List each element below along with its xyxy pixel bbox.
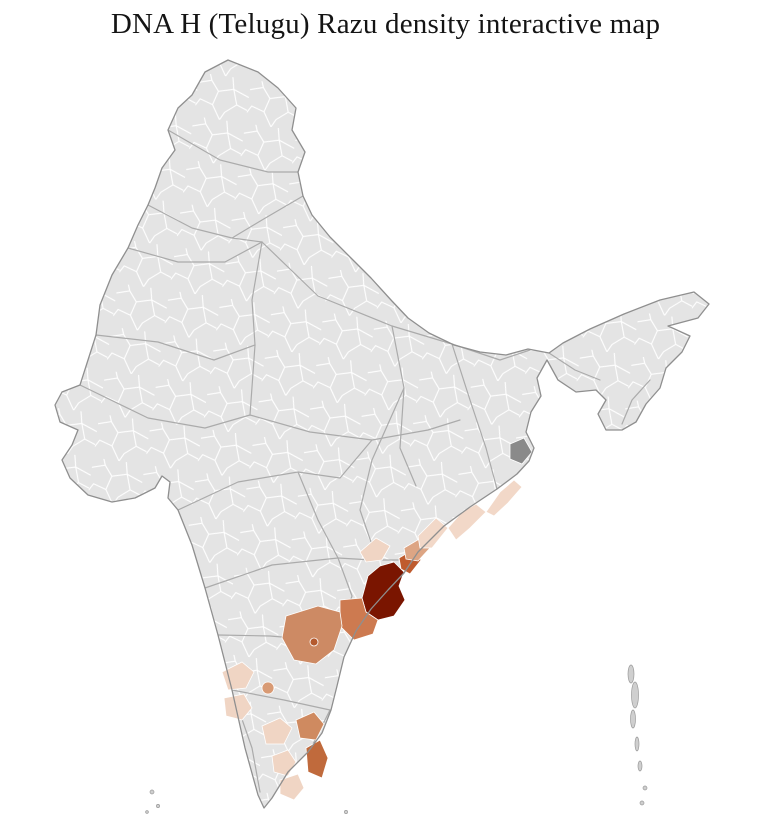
district-inland-large[interactable] (281, 605, 343, 665)
district-s-strip[interactable] (305, 739, 329, 779)
district-coast-light-3[interactable] (485, 479, 523, 517)
india-border (54, 59, 710, 809)
urban-district-gray[interactable] (509, 437, 533, 465)
district-sw-spot[interactable] (261, 681, 275, 695)
lakshadweep-islands[interactable] (145, 789, 348, 814)
district-sw-light-2[interactable] (223, 693, 253, 721)
district-w-of-core[interactable] (339, 597, 379, 641)
district-s-light-3[interactable] (279, 773, 305, 801)
district-coast-light-1[interactable] (417, 517, 449, 549)
page-title: DNA H (Telugu) Razu density interactive … (110, 8, 661, 40)
andaman-nicobar-islands[interactable] (627, 664, 648, 806)
district-inland-spot[interactable] (309, 637, 319, 647)
district-s-light-1[interactable] (261, 717, 293, 745)
district-mesh (55, 60, 709, 808)
district-s-medium[interactable] (295, 711, 325, 741)
district-inland-light[interactable] (359, 537, 391, 563)
